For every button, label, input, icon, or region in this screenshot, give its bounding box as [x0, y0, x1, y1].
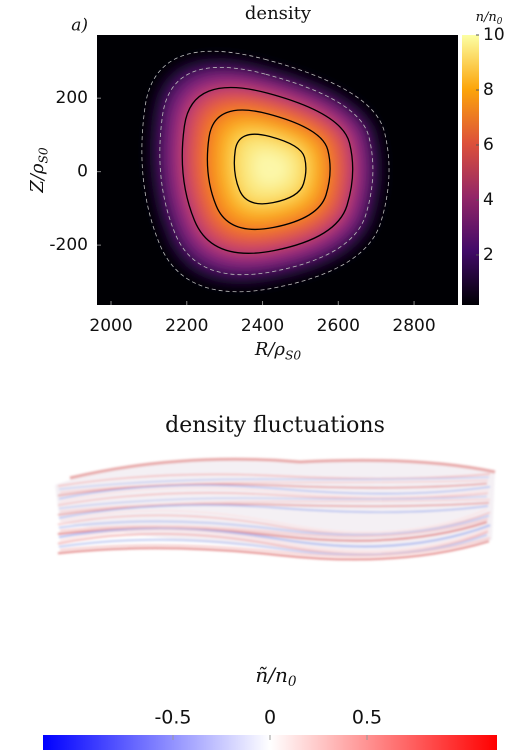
colorbar-label: ñ/n0	[255, 663, 297, 690]
colorbar-tick-label: 10	[483, 25, 505, 45]
fluctuation-stripe	[59, 537, 491, 558]
fluctuation-stripe	[57, 473, 491, 487]
colorbar-tick-label: -0.5	[154, 707, 191, 729]
colorbar-tick-label: 6	[483, 135, 494, 155]
colorbar-label: n/n0	[476, 10, 503, 27]
fluctuation-stripe	[59, 527, 490, 553]
separatrix	[141, 50, 390, 293]
fluctuation-stripe	[58, 476, 490, 490]
fluctuation-stripe	[59, 479, 489, 494]
x-tick-label: 2800	[392, 316, 435, 336]
x-tick-label: 2400	[241, 316, 284, 336]
torus-rim	[69, 457, 496, 480]
fluctuation-stripe	[58, 514, 490, 536]
colorbar-label-sub: 0	[288, 674, 297, 690]
y-axis-label-main: Z/ρ	[27, 163, 48, 194]
y-axis-label-sub: S0	[36, 147, 50, 163]
y-tick-label: -200	[49, 235, 88, 255]
x-tick-label: 2600	[317, 316, 360, 336]
colorbar-tick-label: 8	[483, 80, 494, 100]
density-panel: density a) 2000 2200 2400 2600 2800 -200 0 200 R/ρ…	[27, 3, 505, 362]
fluctuation-stripe	[58, 495, 488, 510]
flux-contour	[181, 86, 354, 254]
colorbar-label-sub: 0	[497, 16, 503, 26]
fluctuation-render	[55, 457, 496, 561]
x-axis-label-main: R/ρ	[254, 339, 286, 360]
colorbar-tick-label: 0	[264, 707, 276, 729]
fluctuation-stripe	[57, 492, 489, 506]
colorbar-label-main: n/n	[476, 10, 497, 25]
flux-contour	[233, 133, 307, 205]
fluctuation-stripe	[57, 502, 490, 516]
colorbar-label-main: ñ/n	[255, 663, 288, 687]
colorbar-tick-label: 4	[483, 190, 494, 210]
fluctuation-stripe	[59, 508, 488, 534]
chart-title: density fluctuations	[165, 413, 385, 438]
x-axis-label: R/ρS0	[254, 339, 302, 362]
density-layer	[252, 150, 290, 187]
colorbar	[462, 35, 479, 305]
y-tick-label: 200	[56, 88, 88, 108]
fluctuation-stripe	[58, 533, 488, 556]
fluctuation-stripe	[59, 517, 489, 538]
fluctuation-stripe	[58, 484, 491, 500]
flux-contour	[206, 109, 331, 231]
x-tick-label: 2200	[165, 316, 208, 336]
x-tick-label: 2000	[89, 316, 132, 336]
y-tick-label: 0	[77, 162, 88, 182]
chart-title: density	[245, 3, 312, 24]
fluctuation-stripe	[57, 482, 488, 497]
density-field	[150, 59, 381, 284]
colorbar-tick-label: 2	[483, 245, 494, 265]
fluctuation-stripe	[58, 504, 489, 519]
colorbar-tick-label: 0.5	[352, 707, 382, 729]
fluctuation-stripe	[58, 524, 491, 548]
x-axis-label-sub: S0	[285, 348, 301, 362]
fluctuation-stripe	[59, 487, 490, 503]
fluctuation-stripe	[59, 498, 491, 513]
y-axis-label: Z/ρS0	[27, 147, 50, 194]
panel-label: a)	[71, 16, 88, 36]
colorbar	[43, 735, 497, 750]
fluctuation-stripe	[57, 540, 490, 561]
